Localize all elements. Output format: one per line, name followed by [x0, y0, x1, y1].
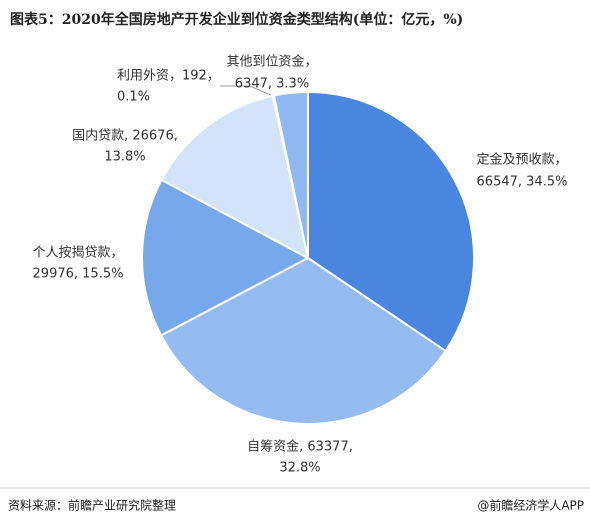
data-label: 利用外资，192， — [117, 69, 220, 84]
data-label: 0.1% — [117, 90, 150, 105]
data-label: 定金及预收款， — [476, 152, 567, 168]
pie-slice — [307, 90, 475, 353]
data-label: 6347, 3.3% — [235, 77, 309, 92]
data-label: 29976, 15.5% — [33, 267, 124, 282]
pie-slice — [141, 178, 311, 337]
pie-slice — [272, 90, 309, 259]
chart-title: 图表5：2020年全国房地产开发企业到位资金类型结构(单位：亿元，%) — [10, 11, 463, 28]
data-label: 其他到位资金， — [226, 54, 317, 70]
pie-slice — [159, 256, 447, 425]
source: 资料来源：前瞻产业研究院整理 — [8, 498, 176, 513]
pie-slice — [160, 94, 310, 260]
data-label: 个人按揭贷款， — [32, 246, 123, 261]
data-label: 32.8% — [279, 461, 320, 476]
data-label: 国内贷款, 26676, — [72, 128, 178, 144]
data-label: 自筹资金, 63377, — [247, 439, 353, 455]
data-label: 66547, 34.5% — [477, 175, 568, 190]
data-label: 13.8% — [104, 150, 145, 165]
brand: @前瞻经济学人APP — [477, 498, 584, 513]
